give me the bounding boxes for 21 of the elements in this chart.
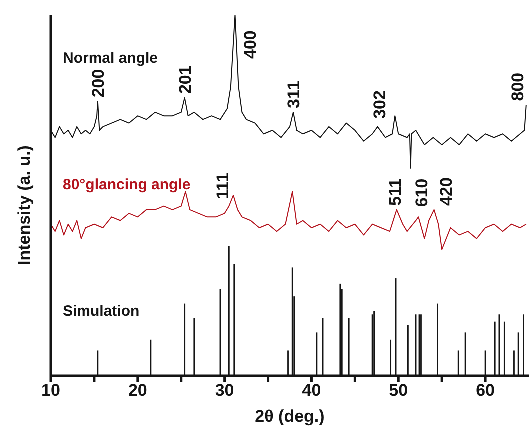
x-tick-label: 40 [302,381,322,400]
annotation: 200 [88,69,108,98]
annotation: 610 [412,178,432,208]
annotation: 111 [213,173,232,200]
annotation: 400 [241,30,260,59]
annotation: 311 [284,81,304,108]
annotation: 511 [386,178,405,206]
x-axis-title: 2θ (deg.) [255,407,325,426]
x-tick-label: 60 [476,381,496,400]
annotation: 201 [176,66,195,94]
text: Normal angle [63,50,158,68]
series-label: 80°glancing angle [63,176,191,194]
x-tick-label: 50 [389,381,408,400]
x-tick-label: 10 [42,381,60,400]
annotation: 420 [437,178,456,206]
annotation: 800 [508,72,528,102]
x-tick-label: 20 [128,381,148,400]
x-tick-label: 30 [215,381,234,400]
series-label: Simulation [63,302,140,320]
annotation: 302 [370,90,390,119]
y-axis-title: Intensity (a. u.) [15,146,34,266]
